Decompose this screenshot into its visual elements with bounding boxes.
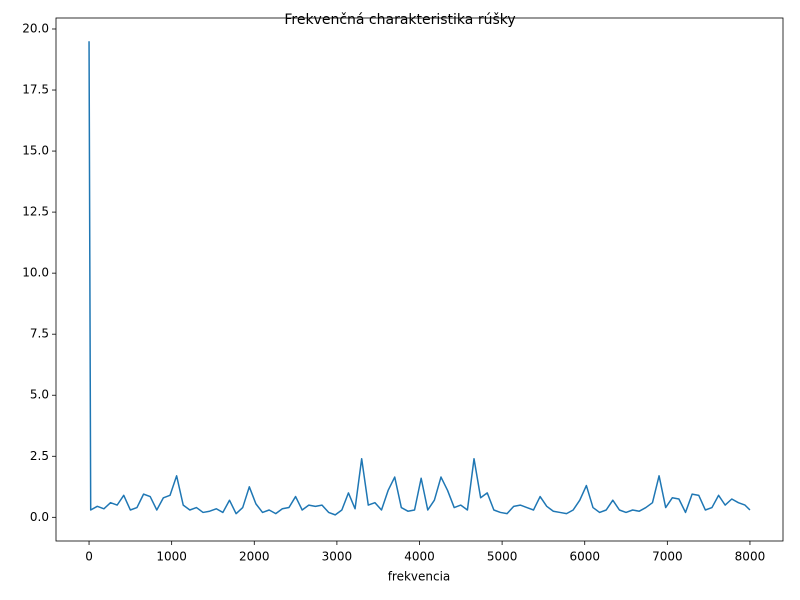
y-tick-label: 15.0 xyxy=(22,144,49,158)
y-tick-label: 0.0 xyxy=(30,510,49,524)
y-tick-label: 5.0 xyxy=(30,388,49,402)
y-tick-label: 10.0 xyxy=(22,266,49,280)
plot-frame xyxy=(55,17,784,542)
data-line xyxy=(88,41,751,516)
y-tick-label: 2.5 xyxy=(30,449,49,463)
x-tick-label: 6000 xyxy=(569,550,600,564)
x-tick-label: 4000 xyxy=(404,550,435,564)
y-tick-label: 20.0 xyxy=(22,21,49,35)
x-tick-label: 1000 xyxy=(156,550,187,564)
chart-title: Frekvenčná charakteristika rúšky xyxy=(284,12,515,28)
x-axis-label: frekvencia xyxy=(388,570,451,584)
x-tick-label: 3000 xyxy=(322,550,353,564)
x-tick-label: 2000 xyxy=(239,550,270,564)
y-tick-label: 17.5 xyxy=(22,83,49,97)
x-tick-label: 7000 xyxy=(652,550,683,564)
x-tick-label: 8000 xyxy=(735,550,766,564)
y-tick-label: 7.5 xyxy=(30,327,49,341)
y-tick-label: 12.5 xyxy=(22,205,49,219)
x-tick-label: 0 xyxy=(85,550,93,564)
x-tick-label: 5000 xyxy=(487,550,518,564)
